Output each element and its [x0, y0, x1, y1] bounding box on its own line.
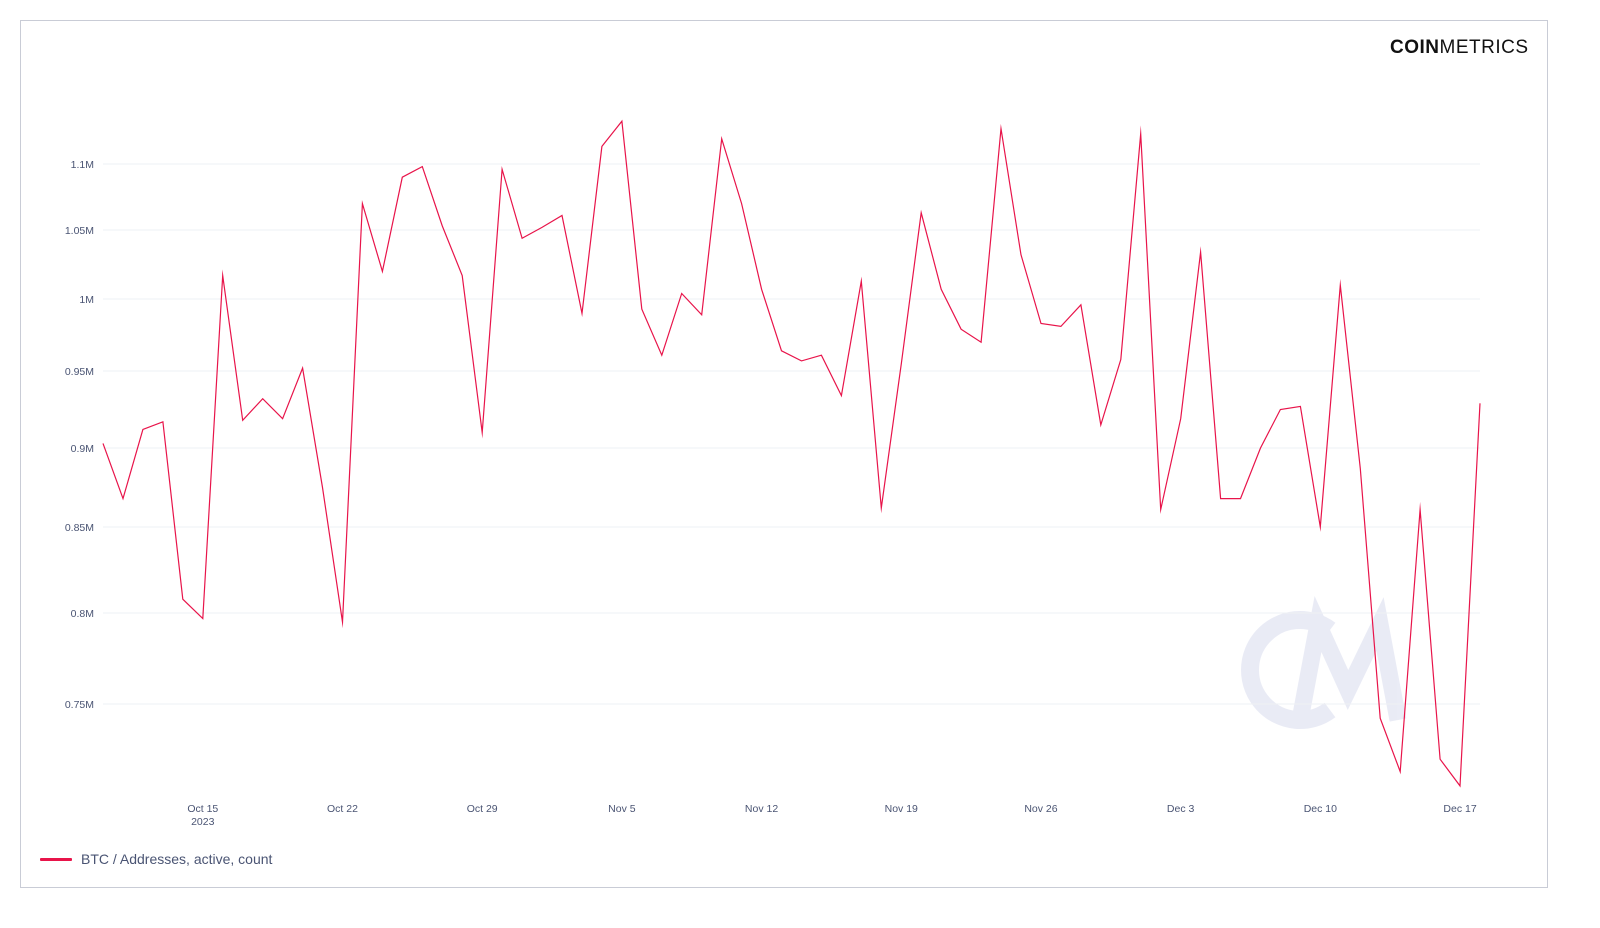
y-tick-label: 0.8M	[71, 608, 94, 620]
legend[interactable]: BTC / Addresses, active, count	[40, 851, 272, 867]
x-tick-label: Nov 5	[608, 803, 636, 815]
x-tick-label: Nov 26	[1024, 803, 1057, 815]
y-axis: 0.75M 0.8M 0.85M 0.9M 0.95M 1M 1.05M 1.1M	[65, 159, 94, 711]
x-tick-label: Dec 3	[1167, 803, 1195, 815]
y-tick-label: 0.95M	[65, 366, 94, 378]
x-tick-label: Dec 17	[1443, 803, 1476, 815]
y-tick-label: 1M	[79, 294, 94, 306]
y-tick-label: 0.75M	[65, 699, 94, 711]
legend-label: BTC / Addresses, active, count	[81, 851, 273, 867]
series-line-btc-active-addresses[interactable]	[102, 119, 1481, 788]
legend-swatch	[40, 857, 72, 861]
cm-watermark-icon	[1241, 595, 1407, 729]
x-tick-label: Dec 10	[1304, 803, 1337, 815]
y-tick-label: 0.9M	[71, 443, 94, 455]
logo-light-text: METRICS	[1439, 37, 1529, 58]
x-tick-label: Nov 19	[885, 803, 918, 815]
chart-frame	[20, 20, 1548, 888]
series-group	[102, 119, 1481, 788]
y-tick-label: 0.85M	[65, 522, 94, 534]
x-tick-label: Oct 29	[467, 803, 498, 815]
x-tick-label: Oct 22	[327, 803, 358, 815]
y-tick-label: 1.1M	[71, 159, 94, 171]
x-tick-label: Nov 12	[745, 803, 778, 815]
logo-bold-text: COIN	[1390, 37, 1440, 58]
coinmetrics-logo: COINMETRICS	[1390, 37, 1529, 59]
grid-lines	[103, 163, 1480, 705]
x-tick-sublabel: 2023	[191, 816, 215, 828]
x-tick-label: Oct 15	[187, 803, 218, 815]
y-tick-label: 1.05M	[65, 225, 94, 237]
